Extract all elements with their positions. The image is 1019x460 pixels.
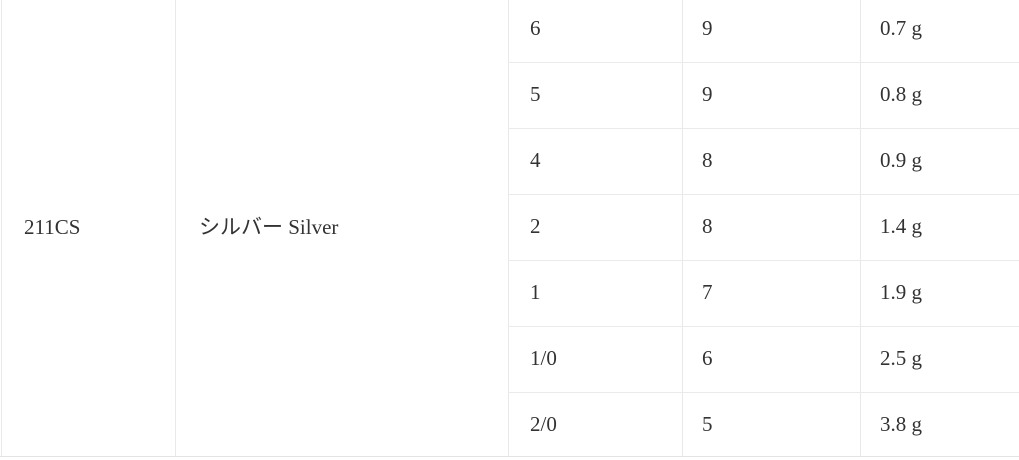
table-cell-ring-size: 9 (702, 82, 713, 107)
table-vertical-divider (682, 0, 683, 457)
table-cell-hook-size: 2/0 (530, 412, 557, 437)
table-row-divider (508, 392, 1019, 393)
table-cell-ring-size: 7 (702, 280, 713, 305)
table-cell-weight: 2.5 g (880, 346, 922, 371)
table-cell-hook-size: 1 (530, 280, 541, 305)
table-bottom-border (0, 456, 1019, 457)
product-color-cell: シルバー Silver (176, 0, 508, 456)
table-vertical-divider (508, 0, 509, 457)
product-color-label: シルバー Silver (199, 215, 339, 240)
table-cell-hook-size: 6 (530, 16, 541, 41)
table-cell-ring-size: 6 (702, 346, 713, 371)
table-row-divider (508, 62, 1019, 63)
table-cell-ring-size: 8 (702, 214, 713, 239)
table-vertical-divider (1, 0, 2, 457)
table-cell-weight: 1.4 g (880, 214, 922, 239)
table-cell-weight: 0.9 g (880, 148, 922, 173)
table-cell-weight: 1.9 g (880, 280, 922, 305)
table-cell-weight: 0.7 g (880, 16, 922, 41)
product-code-label: 211CS (24, 215, 81, 240)
table-cell-ring-size: 8 (702, 148, 713, 173)
table-vertical-divider (860, 0, 861, 457)
table-cell-hook-size: 4 (530, 148, 541, 173)
product-code-cell: 211CS (2, 0, 175, 456)
table-row-divider (508, 128, 1019, 129)
table-cell-ring-size: 9 (702, 16, 713, 41)
table-cell-hook-size: 1/0 (530, 346, 557, 371)
table-vertical-divider (175, 0, 176, 457)
table-cell-ring-size: 5 (702, 412, 713, 437)
table-cell-weight: 0.8 g (880, 82, 922, 107)
table-row-divider (508, 260, 1019, 261)
table-row-divider (508, 326, 1019, 327)
table-cell-hook-size: 5 (530, 82, 541, 107)
table-cell-hook-size: 2 (530, 214, 541, 239)
table-row-divider (508, 194, 1019, 195)
table-cell-weight: 3.8 g (880, 412, 922, 437)
